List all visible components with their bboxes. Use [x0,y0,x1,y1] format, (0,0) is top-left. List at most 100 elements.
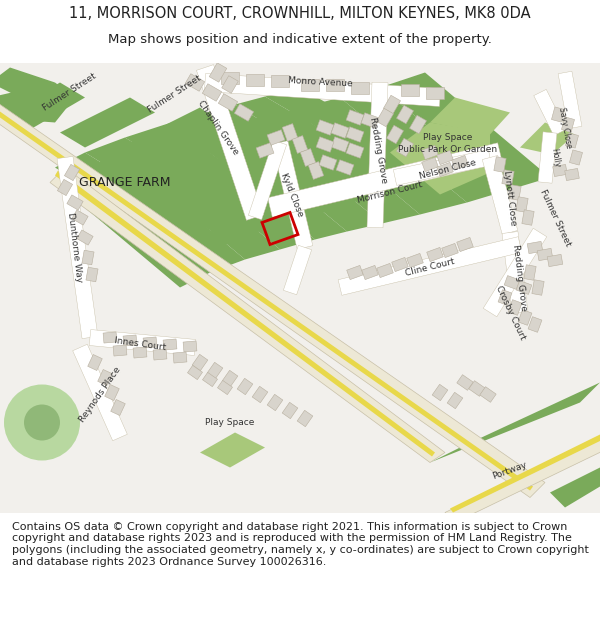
Polygon shape [386,125,404,144]
Polygon shape [125,124,310,231]
Polygon shape [237,378,253,395]
Text: Monro Avenue: Monro Avenue [287,76,353,89]
Polygon shape [209,63,227,82]
Polygon shape [367,82,388,228]
Polygon shape [498,289,512,306]
Text: Redding Grove: Redding Grove [511,244,529,311]
Polygon shape [133,347,147,358]
Polygon shape [185,74,205,91]
Polygon shape [532,280,544,295]
Polygon shape [130,107,220,158]
Polygon shape [397,105,413,124]
Polygon shape [397,138,413,157]
Polygon shape [255,109,420,224]
Polygon shape [551,107,565,122]
Polygon shape [89,329,196,356]
Polygon shape [88,354,102,371]
Polygon shape [377,263,393,278]
Polygon shape [346,110,364,125]
Polygon shape [319,155,337,170]
Polygon shape [282,402,298,419]
Text: Lynott Close: Lynott Close [502,169,518,226]
Text: Play Space: Play Space [205,418,254,427]
Circle shape [24,404,60,441]
Polygon shape [316,120,334,135]
Polygon shape [268,142,502,218]
Polygon shape [558,71,582,129]
Text: Innes Court: Innes Court [113,336,166,352]
Polygon shape [394,149,491,186]
Polygon shape [362,266,378,279]
Polygon shape [256,142,274,158]
Polygon shape [509,185,521,200]
Polygon shape [235,96,415,194]
Polygon shape [437,151,453,164]
Polygon shape [380,72,550,191]
Polygon shape [565,169,579,181]
Polygon shape [222,370,238,387]
Polygon shape [430,382,600,462]
Text: Fulmer Street: Fulmer Street [538,188,572,248]
Polygon shape [0,82,75,122]
Polygon shape [85,154,245,272]
Polygon shape [265,88,450,184]
Polygon shape [361,112,379,128]
Polygon shape [55,168,210,288]
Polygon shape [173,352,187,363]
Polygon shape [338,237,522,295]
Polygon shape [218,381,232,394]
Polygon shape [86,268,98,282]
Text: Contains OS data © Crown copyright and database right 2021. This information is : Contains OS data © Crown copyright and d… [12,522,589,567]
Polygon shape [426,86,444,99]
Polygon shape [203,372,217,387]
Polygon shape [565,133,578,148]
Polygon shape [547,254,563,267]
Polygon shape [295,98,467,214]
Polygon shape [347,266,363,279]
Polygon shape [482,156,518,234]
Polygon shape [205,74,440,106]
Polygon shape [326,79,344,91]
Polygon shape [113,345,127,356]
Polygon shape [457,374,473,391]
Polygon shape [401,84,419,96]
Polygon shape [153,349,167,360]
Polygon shape [518,309,532,326]
Polygon shape [98,369,112,386]
Polygon shape [524,265,536,280]
Polygon shape [207,362,223,379]
Polygon shape [390,122,490,194]
Polygon shape [301,79,319,91]
Polygon shape [308,162,324,179]
Polygon shape [200,432,265,468]
Polygon shape [267,130,285,145]
Polygon shape [452,156,468,169]
Polygon shape [316,137,334,152]
Text: Portway: Portway [491,460,529,481]
Polygon shape [553,164,567,176]
Polygon shape [0,68,55,98]
Polygon shape [67,195,83,210]
Polygon shape [163,339,177,350]
Polygon shape [218,94,238,111]
Polygon shape [283,245,311,295]
Text: Fulmer Street: Fulmer Street [146,74,203,115]
Polygon shape [527,241,543,254]
Polygon shape [246,74,264,86]
Polygon shape [340,88,507,202]
Polygon shape [442,243,458,258]
Polygon shape [297,410,313,427]
Text: Cline Court: Cline Court [404,257,455,278]
Text: GRANGE FARM: GRANGE FARM [79,176,171,189]
Polygon shape [427,248,443,262]
Polygon shape [376,108,394,127]
Polygon shape [77,230,93,245]
Polygon shape [72,210,88,225]
Polygon shape [407,253,423,268]
Text: Savy Close: Savy Close [557,106,573,149]
Polygon shape [537,248,553,261]
Polygon shape [331,122,349,138]
Polygon shape [120,144,280,259]
Polygon shape [383,95,401,114]
Polygon shape [447,392,463,409]
